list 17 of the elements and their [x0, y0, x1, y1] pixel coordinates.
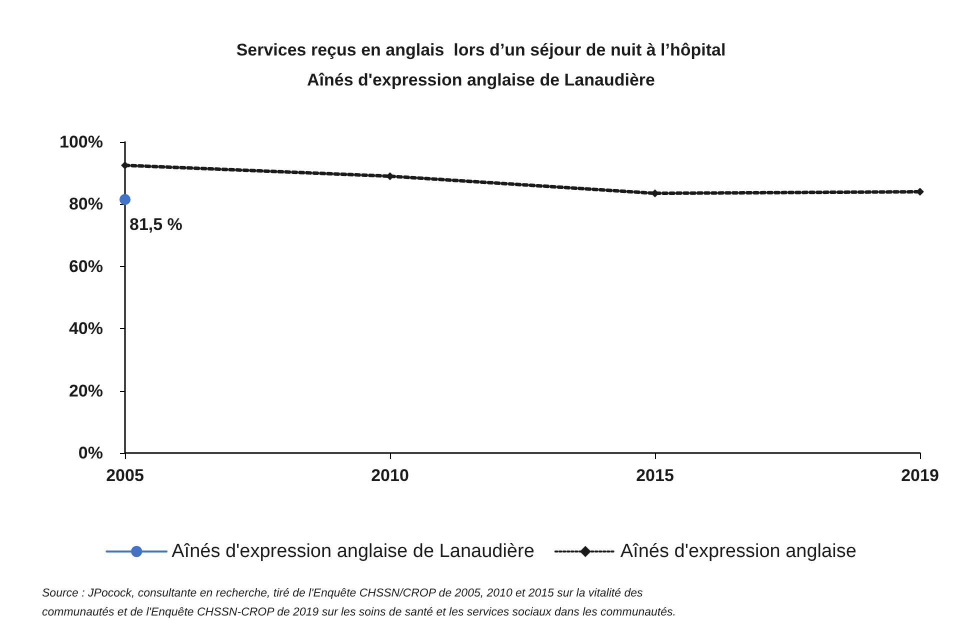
x-tick-label: 2005 [106, 466, 144, 485]
y-tick-label: 40% [68, 319, 103, 338]
y-tick-label: 100% [60, 132, 103, 152]
y-tick-label: 20% [68, 381, 103, 400]
legend-label: Aînés d'expression anglaise de Lanaudière [172, 541, 534, 562]
legend-label: Aînés d'expression anglaise [620, 541, 856, 562]
y-tick-label: 80% [68, 194, 103, 214]
point [120, 194, 130, 206]
y-tick-label: 60% [68, 256, 103, 276]
x-tick-label: 2019 [901, 466, 939, 485]
chart-title: Services reçus en anglais lors d’un séjour de nuit à l’hôpital Aînés d'expression anglaise de Lanaudière [236, 40, 726, 90]
x-tick-label: 2010 [371, 466, 409, 485]
x-tick-label: 2015 [636, 466, 674, 485]
data-label: 81,5 % [130, 215, 182, 234]
point [386, 172, 394, 180]
source-note: Source : JPocock, consultante en recherche, tiré de l'Enquête CHSSN/CROP de 2005, 2010 et 2015 sur la vitalité des communautés et de l'Enquête CHSSN-CROP de 2019 sur les soins de santé et les services sociaux dans les communautés. [42, 588, 676, 618]
y-tick-label: 0% [78, 444, 103, 462]
